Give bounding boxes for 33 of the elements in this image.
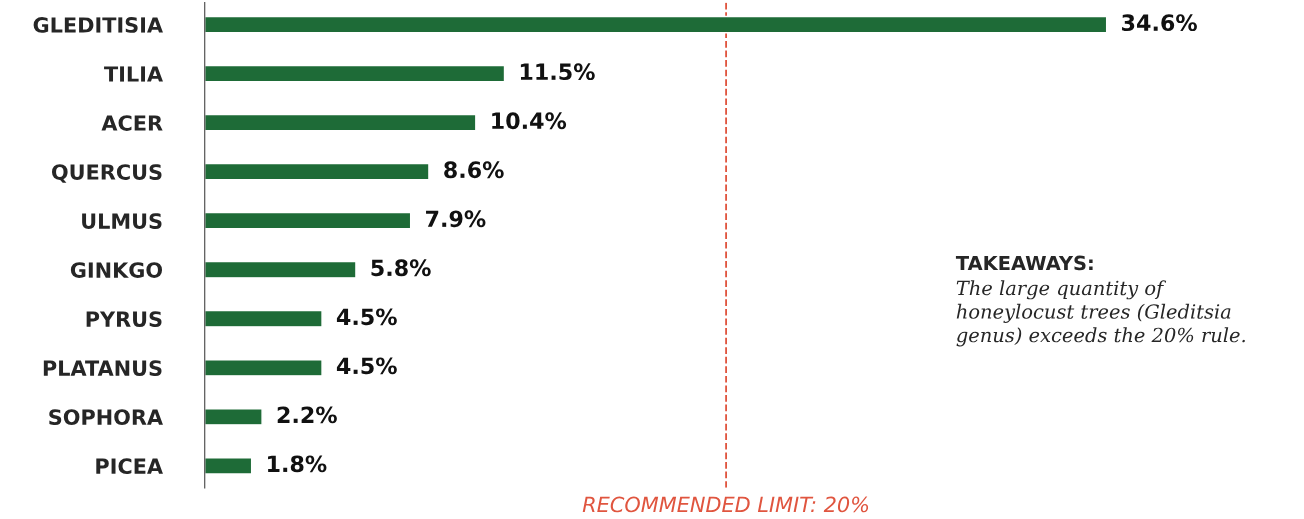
data-label: 34.6% xyxy=(1122,14,1197,32)
data-label: 5.8% xyxy=(371,259,431,277)
data-label: 11.5% xyxy=(520,63,595,81)
bar xyxy=(204,64,506,83)
y-tick-label: ACER xyxy=(101,115,163,131)
bar xyxy=(204,15,1108,34)
y-tick-label: ULMUS xyxy=(82,213,162,229)
bar xyxy=(204,113,477,132)
bar xyxy=(204,457,253,475)
data-label: 2.2% xyxy=(277,406,337,424)
y-tick-label: PYRUS xyxy=(86,311,162,327)
data-label: 4.5% xyxy=(336,308,397,326)
ref-line-label: RECOMMENDED LIMIT: 20% xyxy=(582,496,869,513)
bar xyxy=(204,309,323,328)
y-tick-label: GINKGO xyxy=(70,262,163,278)
y-tick-label: SOPHORA xyxy=(49,409,163,425)
annotation: The large quantity of honeylocust trees (Gleditsia genus) exceeds the 20% rule. xyxy=(956,280,1245,347)
y-tick-label: GLEDITISIA xyxy=(33,17,163,33)
data-label: 7.9% xyxy=(426,210,486,228)
y-tick-label: PICEA xyxy=(96,458,163,475)
annotation: TAKEAWAYS: xyxy=(955,255,1093,271)
data-label: 10.4% xyxy=(492,112,567,130)
bar xyxy=(204,162,430,181)
y-tick-label: PLATANUS xyxy=(43,360,162,376)
bar xyxy=(204,211,412,230)
data-label: 8.6% xyxy=(444,161,504,179)
bar xyxy=(204,358,323,377)
bar xyxy=(204,408,263,426)
bar xyxy=(204,260,357,279)
y-tick-label: TILIA xyxy=(104,66,163,82)
y-tick-label: QUERCUS xyxy=(51,164,162,183)
data-label: 4.5% xyxy=(336,357,397,375)
data-label: 1.8% xyxy=(268,455,327,473)
